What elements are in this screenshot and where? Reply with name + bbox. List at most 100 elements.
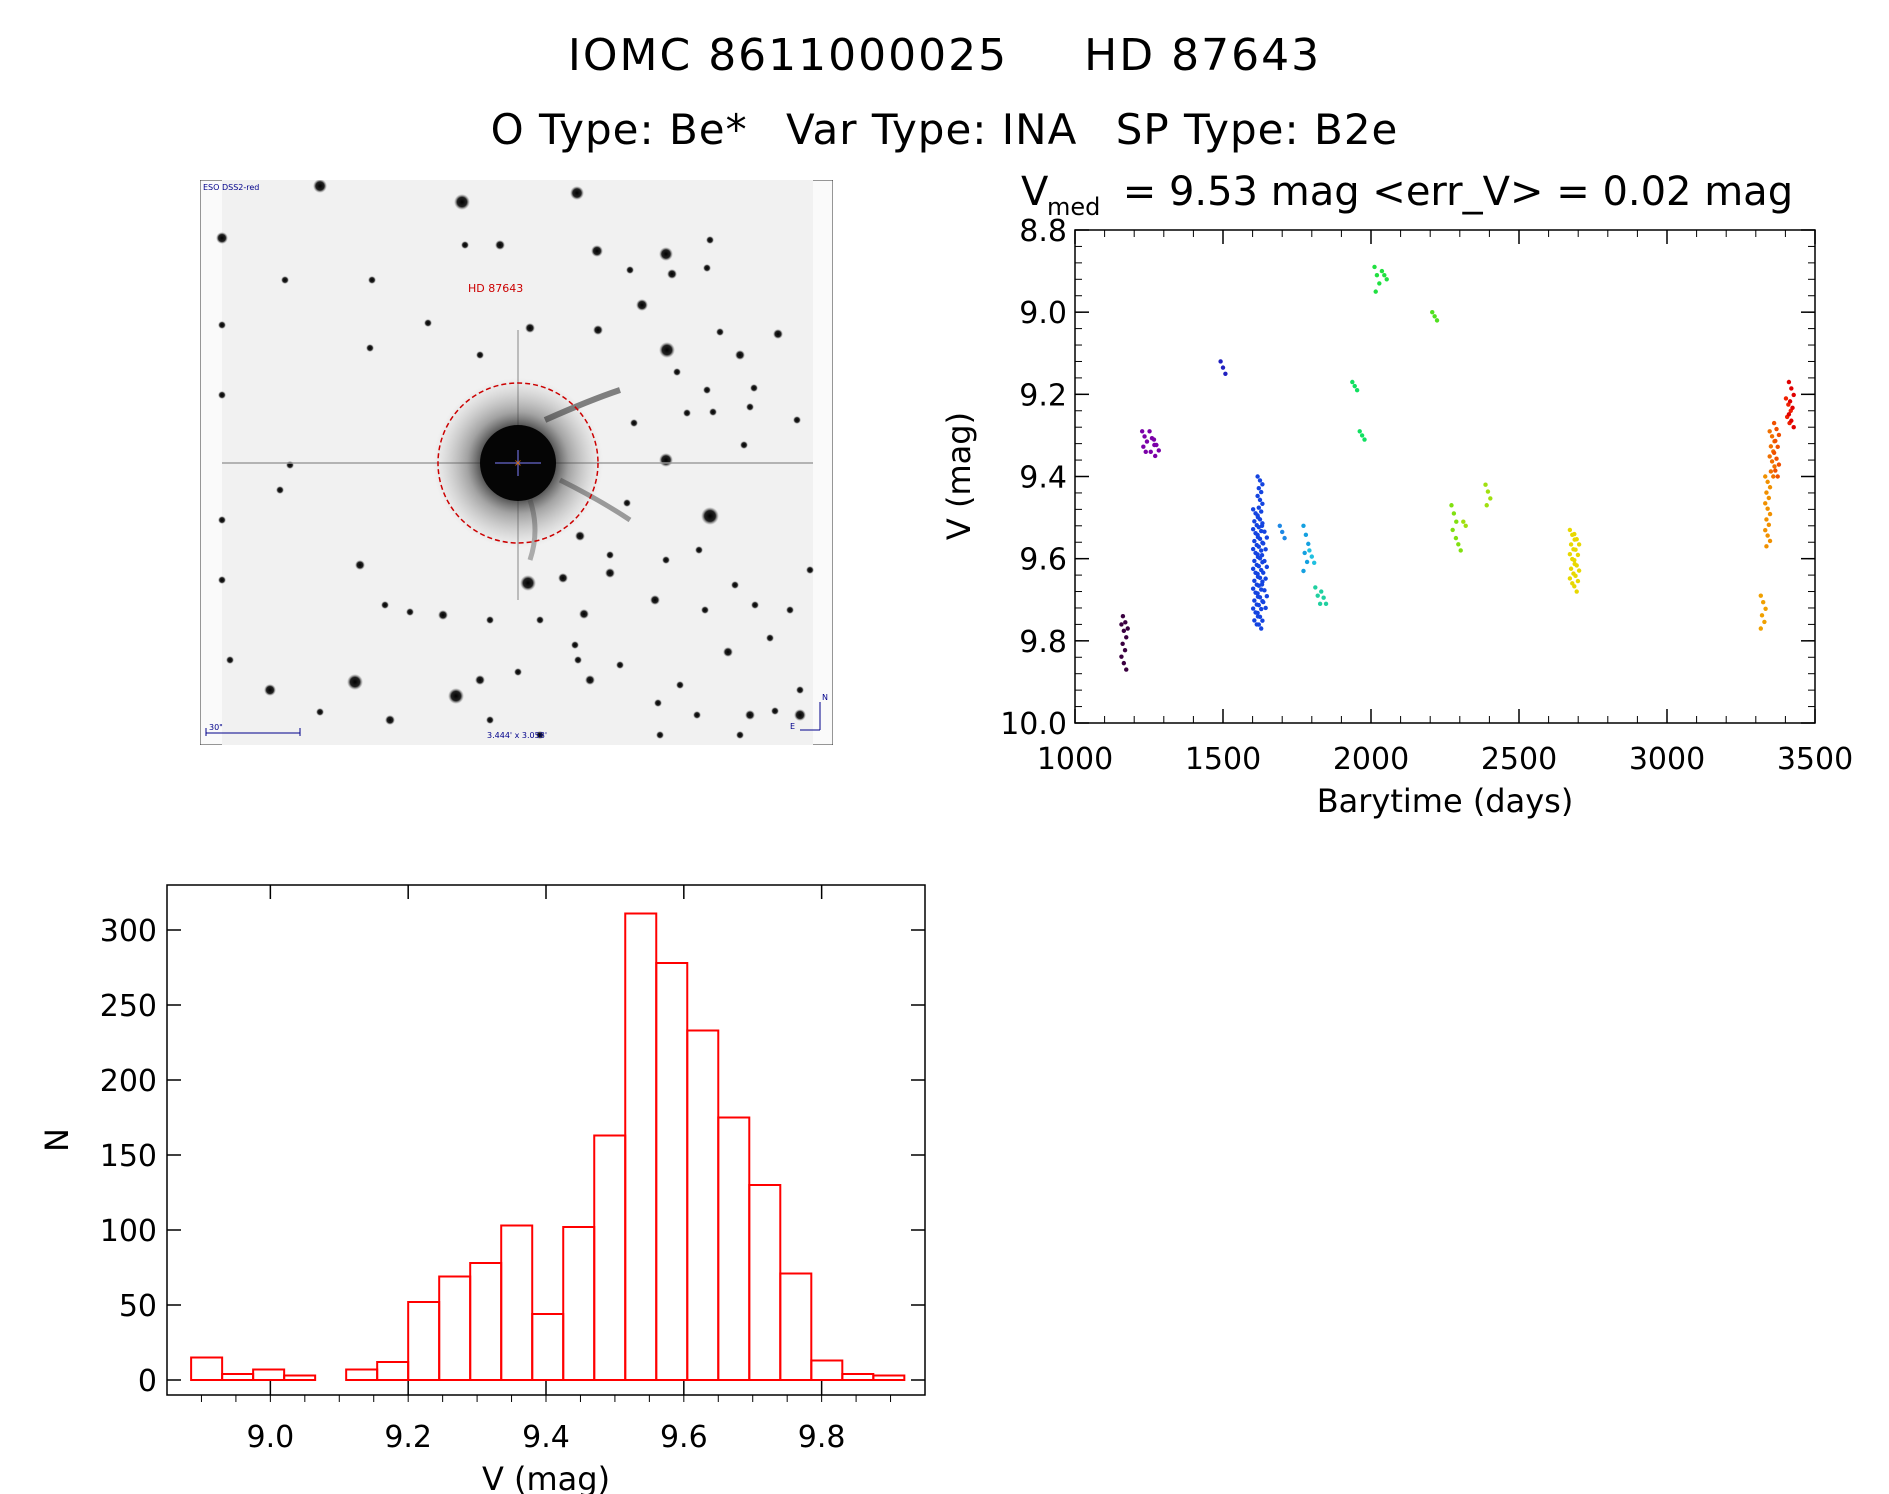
lc-point — [1768, 469, 1774, 474]
variability-type: Var Type: INA — [786, 105, 1078, 154]
svg-text:×: × — [514, 458, 522, 469]
background-star — [276, 486, 284, 494]
lc-xtick-label: 1500 — [1185, 742, 1261, 777]
lc-point — [1262, 529, 1267, 534]
background-star — [448, 688, 464, 704]
lc-point — [1483, 482, 1488, 487]
lc-point — [1257, 575, 1263, 581]
lc-point — [1454, 519, 1459, 524]
lc-point — [1260, 482, 1265, 487]
lc-point — [1450, 527, 1455, 533]
lc-point — [1301, 523, 1306, 528]
background-star — [654, 699, 662, 707]
lc-xtick-label: 2000 — [1333, 742, 1409, 777]
background-star — [593, 325, 603, 335]
hist-bar — [717, 1116, 751, 1381]
background-star — [475, 675, 485, 685]
background-star — [667, 269, 677, 279]
aperture-circle — [437, 382, 599, 544]
lc-point — [1382, 272, 1387, 278]
background-star — [574, 656, 582, 664]
lc-point — [1250, 566, 1256, 572]
lc-point — [1762, 619, 1767, 625]
lc-point — [1767, 454, 1772, 459]
lc-point — [1141, 444, 1146, 449]
background-star — [347, 674, 363, 690]
lc-point — [1315, 593, 1320, 598]
lc-point — [1758, 593, 1764, 598]
background-star — [385, 715, 395, 725]
background-star — [794, 709, 806, 721]
lc-point — [1301, 568, 1306, 574]
lc-point — [1786, 412, 1792, 417]
lc-point — [1362, 437, 1367, 442]
background-star — [313, 180, 327, 193]
lc-point — [1259, 523, 1265, 528]
hd-id: HD 87643 — [1084, 30, 1322, 81]
lc-point — [1568, 566, 1574, 571]
lc-point — [1255, 571, 1260, 577]
east-label: E — [790, 722, 795, 731]
background-star — [746, 403, 754, 411]
background-star — [771, 707, 779, 715]
lc-point — [1758, 626, 1764, 631]
lc-point — [1259, 626, 1264, 631]
hist-bar — [221, 1373, 255, 1381]
lc-point — [1321, 595, 1326, 600]
background-star — [701, 507, 719, 525]
lc-point — [1257, 595, 1263, 600]
lc-point — [1772, 464, 1777, 469]
background-star — [626, 266, 634, 274]
lc-point — [1255, 591, 1260, 596]
lc-point — [1572, 531, 1577, 537]
lc-point — [1786, 402, 1791, 407]
background-star — [281, 276, 289, 284]
lc-point — [1379, 268, 1385, 274]
lc-point — [1282, 535, 1287, 541]
lc-point — [1307, 548, 1312, 553]
lc-point — [1259, 548, 1264, 553]
survey-label: ESO DSS2-red — [203, 183, 259, 192]
lc-point — [1257, 478, 1263, 483]
lc-point — [1372, 264, 1377, 270]
lc-point — [1766, 495, 1772, 501]
lc-ytick-label: 10.0 — [1000, 707, 1067, 742]
lc-point — [1252, 538, 1257, 544]
lc-point — [1323, 601, 1329, 607]
lc-point — [1144, 439, 1150, 444]
lc-point — [1769, 434, 1775, 439]
background-star — [806, 566, 814, 574]
lc-point — [1765, 533, 1770, 538]
background-star — [716, 328, 724, 336]
background-star — [659, 342, 675, 358]
lc-plot-frame — [1074, 229, 1816, 724]
background-star — [731, 581, 739, 589]
lc-point — [1766, 522, 1772, 528]
lc-point — [1791, 425, 1796, 430]
lc-point — [1263, 576, 1268, 581]
lc-point — [1567, 551, 1573, 557]
hist-xtick-label: 9.4 — [522, 1420, 570, 1455]
hist-bar — [500, 1224, 534, 1381]
background-star — [514, 668, 522, 676]
hist-ytick-label: 300 — [100, 914, 157, 949]
background-star — [381, 601, 389, 609]
background-star — [438, 610, 448, 620]
lc-point — [1787, 399, 1793, 404]
lc-point — [1223, 371, 1228, 376]
lc-point — [1259, 606, 1264, 612]
hist-ylabel: N — [38, 1128, 76, 1152]
lc-point — [1220, 365, 1226, 370]
background-star — [656, 731, 664, 739]
background-star — [218, 321, 226, 329]
background-star — [316, 708, 324, 716]
lc-point — [1574, 537, 1579, 542]
hist-bar — [407, 1301, 441, 1381]
lc-point — [1264, 594, 1270, 599]
lc-point — [1384, 277, 1389, 282]
lc-point — [1262, 558, 1267, 564]
lc-point — [1256, 544, 1262, 549]
background-star — [706, 236, 714, 244]
lc-point — [1764, 517, 1769, 522]
spectral-type: SP Type: B2e — [1115, 105, 1399, 154]
